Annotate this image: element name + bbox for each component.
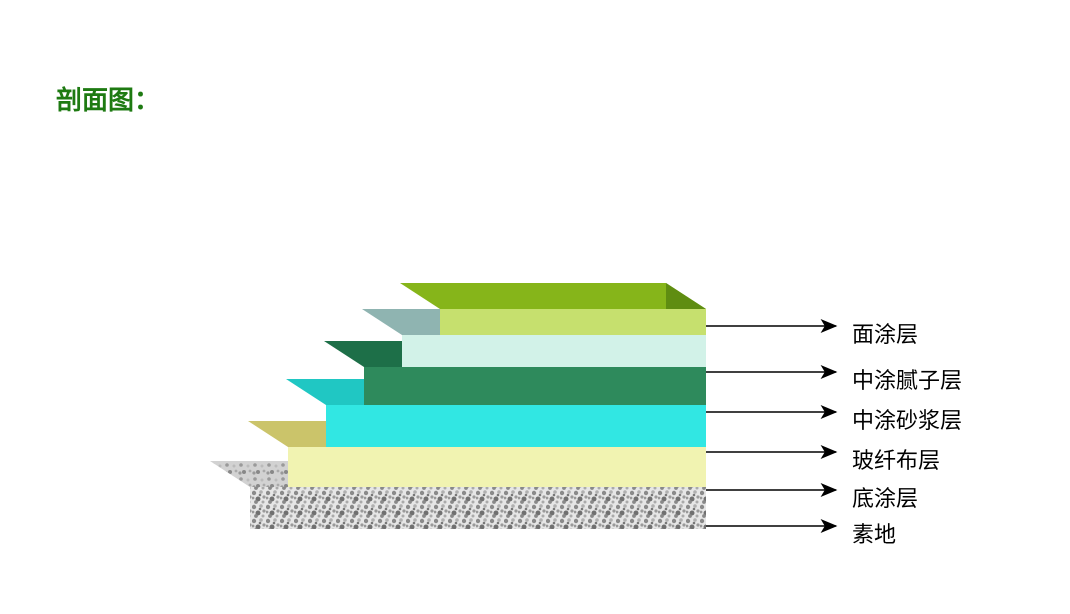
layer-label-layer-4-midmortar: 中涂砂浆层 (852, 403, 962, 435)
layer-label-layer-5-midputty: 中涂腻子层 (852, 363, 962, 395)
layer-label-layer-6-topcoat: 面涂层 (852, 317, 918, 349)
layer-label-layer-2-primer: 底涂层 (852, 481, 918, 513)
layer-6-topcoat (400, 283, 706, 335)
cross-section-diagram (0, 0, 1070, 614)
layer-label-layer-1-substrate: 素地 (852, 517, 896, 549)
layer-label-layer-3-fiberglass: 玻纤布层 (852, 443, 940, 475)
